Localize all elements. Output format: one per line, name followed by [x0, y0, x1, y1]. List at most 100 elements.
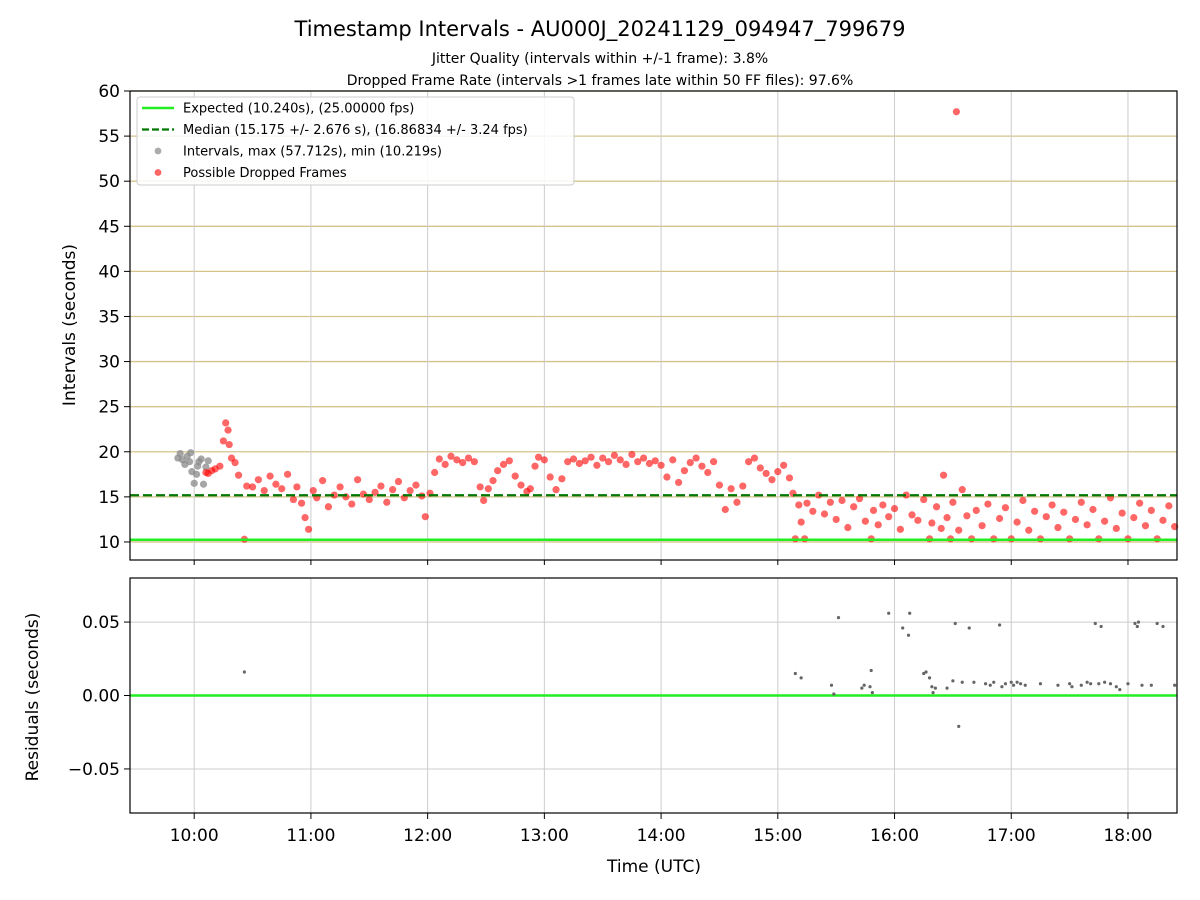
dropped-frame-point — [634, 458, 642, 466]
top-y-tick-label: 60 — [98, 82, 120, 102]
dropped-frame-point — [283, 470, 292, 478]
residual-point — [887, 611, 891, 615]
residual-point — [1015, 680, 1019, 684]
residual-point — [908, 611, 912, 615]
dropped-frame-point — [225, 440, 233, 449]
dropped-frame-point — [534, 453, 543, 461]
residual-point — [1023, 683, 1027, 687]
dropped-frame-point — [593, 461, 601, 469]
dropped-frame-point — [1130, 514, 1138, 522]
residual-point — [1118, 688, 1122, 692]
dropped-frame-point — [1165, 502, 1173, 510]
residual-point — [1011, 683, 1016, 687]
residual-point — [1099, 624, 1103, 629]
dropped-frame-point — [628, 450, 636, 459]
dropped-frame-point — [248, 483, 257, 491]
dropped-frame-point — [680, 467, 689, 475]
dropped-frame-point — [1141, 522, 1150, 530]
dropped-frame-point — [908, 511, 916, 519]
dropped-frame-point — [604, 458, 613, 466]
dropped-frame-point — [441, 460, 449, 468]
dropped-frame-point — [914, 516, 922, 524]
dropped-frame-point — [1025, 526, 1033, 534]
residual-point — [1018, 682, 1023, 686]
dropped-frame-point — [795, 501, 803, 509]
dropped-frame-point — [622, 460, 630, 468]
top-y-tick-label: 55 — [98, 127, 120, 147]
bottom-y-axis-label: Residuals (seconds) — [23, 613, 43, 782]
residual-point — [1093, 621, 1097, 626]
residual-point — [1140, 683, 1144, 687]
residual-point — [1068, 682, 1072, 686]
residual-point — [829, 683, 834, 687]
residual-point — [1000, 685, 1004, 689]
dropped-frame-point — [920, 495, 928, 504]
dropped-frame-point — [861, 517, 869, 525]
dropped-frame-point — [745, 458, 753, 466]
dropped-frame-point — [459, 458, 467, 467]
dropped-frame-point — [803, 499, 811, 507]
dropped-frame-point — [1083, 521, 1091, 529]
dropped-frame-point — [949, 498, 957, 506]
dropped-frame-point — [902, 491, 910, 499]
top-y-tick-label: 10 — [98, 533, 120, 553]
x-tick-label: 10:00 — [170, 826, 219, 846]
residual-point — [1173, 683, 1177, 687]
dropped-frame-point — [470, 458, 478, 466]
residual-point — [953, 621, 957, 626]
dropped-frame-point — [406, 486, 414, 495]
residual-point — [1161, 624, 1165, 629]
dropped-frame-point — [1136, 499, 1144, 507]
interval-point — [190, 479, 198, 487]
residual-point — [1108, 682, 1113, 686]
dropped-frame-point — [564, 458, 572, 466]
residual-point — [960, 680, 964, 684]
residual-point — [922, 671, 926, 676]
dropped-frame-point — [674, 478, 683, 487]
residual-point — [793, 671, 797, 676]
dropped-frame-point — [1089, 505, 1097, 514]
dropped-frame-point — [289, 495, 298, 504]
dropped-frame-point — [1112, 524, 1120, 533]
dropped-frame-point — [494, 467, 502, 475]
dropped-frame-point — [1001, 504, 1010, 512]
interval-point — [194, 462, 202, 470]
dropped-frame-point — [517, 481, 525, 489]
dropped-frame-point — [569, 455, 578, 463]
legend-label: Intervals, max (57.712s), min (10.219s) — [183, 145, 442, 160]
dropped-frame-point — [939, 471, 948, 479]
dropped-frame-point — [750, 454, 759, 462]
residual-point — [931, 690, 935, 695]
dropped-frame-point — [762, 469, 770, 478]
dropped-frame-point — [768, 476, 776, 484]
dropped-frame-point — [958, 486, 966, 494]
dropped-frame-point — [955, 526, 963, 534]
dropped-frame-point — [447, 452, 455, 460]
dropped-frame-point — [293, 483, 301, 491]
residual-point — [997, 623, 1002, 627]
dropped-frame-point — [365, 495, 373, 504]
bottom-y-tick-label: 0.00 — [82, 687, 120, 707]
residual-point — [799, 676, 803, 680]
dropped-frame-point — [1147, 506, 1155, 514]
dropped-frame-point — [558, 475, 566, 483]
dropped-frame-point — [885, 513, 893, 521]
residual-point — [1136, 620, 1141, 624]
dropped-frame-point — [645, 459, 654, 468]
chart-subtitle-jitter: Jitter Quality (intervals within +/-1 fr… — [431, 51, 768, 67]
dropped-frame-point — [928, 519, 936, 527]
x-tick-label: 16:00 — [870, 826, 919, 846]
dropped-frame-point — [698, 462, 706, 470]
x-axis-label: Time (UTC) — [606, 857, 701, 877]
dropped-frame-point — [727, 485, 735, 493]
dropped-frame-point — [453, 456, 461, 464]
residual-point — [906, 633, 911, 637]
top-y-tick-label: 35 — [98, 307, 120, 327]
top-y-axis-label: Intervals (seconds) — [60, 244, 80, 406]
dropped-frame-point — [552, 486, 560, 494]
dropped-frame-point — [243, 482, 251, 490]
dropped-frame-point — [531, 462, 539, 470]
residual-point — [836, 616, 841, 620]
dropped-frame-point — [421, 513, 429, 521]
dropped-frame-point — [785, 474, 794, 482]
